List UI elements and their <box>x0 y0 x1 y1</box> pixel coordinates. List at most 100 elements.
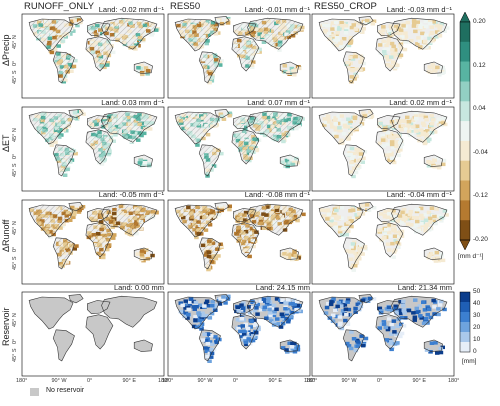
coastline-gr <box>68 202 84 212</box>
grid-cell <box>440 65 445 70</box>
grid-cell <box>247 254 252 259</box>
grid-cell <box>376 228 382 233</box>
grid-cell <box>136 70 141 74</box>
grid-cell <box>409 223 414 227</box>
grid-cell <box>339 304 344 308</box>
grid-cell <box>280 298 285 302</box>
grid-cell <box>337 126 342 130</box>
coastline-gr <box>358 16 374 26</box>
grid-cell <box>287 156 292 160</box>
grid-cell <box>394 144 399 149</box>
grid-cell <box>389 347 394 352</box>
grid-cell <box>360 30 365 34</box>
grid-cell <box>393 24 399 29</box>
grid-cell <box>101 253 106 257</box>
grid-cell <box>150 253 155 258</box>
grid-cell <box>401 208 406 212</box>
grid-cell <box>284 158 290 163</box>
grid-cell <box>243 322 248 327</box>
coastline-gr <box>358 294 374 304</box>
grid-cell <box>393 304 398 308</box>
grid-cell <box>57 135 62 139</box>
grid-cell <box>139 249 145 253</box>
longitude-label: 90° E <box>412 378 427 384</box>
grid-cell <box>423 212 428 217</box>
grid-cell <box>419 128 424 132</box>
grid-cell <box>188 297 194 301</box>
grid-cell <box>345 322 351 326</box>
grid-cell <box>339 205 345 210</box>
grid-cell <box>185 316 190 320</box>
grid-cell <box>213 32 219 36</box>
grid-cell <box>251 60 256 64</box>
grid-cell <box>369 114 375 118</box>
grid-cell <box>345 125 351 129</box>
grid-cell <box>262 299 268 303</box>
grid-cell <box>258 299 263 303</box>
grid-cell <box>286 320 291 324</box>
grid-cell <box>186 312 191 317</box>
column-title-runoff-only: RUNOFF_ONLY <box>24 1 95 12</box>
grid-cell <box>330 27 335 31</box>
grid-cell <box>219 114 225 119</box>
grid-cell <box>440 258 446 263</box>
grid-cell <box>398 119 404 123</box>
grid-cell <box>398 124 403 129</box>
grid-cell <box>420 216 425 220</box>
grid-cell <box>442 116 447 120</box>
grid-cell <box>399 46 404 51</box>
grid-cell <box>325 23 331 28</box>
grid-cell <box>339 20 344 25</box>
grid-cell <box>242 332 247 336</box>
grid-cell <box>219 151 224 156</box>
grid-cell <box>223 301 228 305</box>
grid-cell <box>356 158 362 163</box>
grid-cell <box>294 299 300 304</box>
grid-cell <box>413 223 419 228</box>
grid-cell <box>301 212 306 217</box>
grid-cell <box>389 156 395 160</box>
grid-cell <box>354 67 359 71</box>
map-panel <box>167 291 311 377</box>
grid-cell <box>437 303 443 307</box>
grid-cell <box>428 70 433 74</box>
grid-cell <box>359 122 365 126</box>
grid-cell <box>401 219 406 223</box>
grid-cell <box>367 296 373 301</box>
grid-cell <box>242 329 247 334</box>
longitude-label: 180° <box>304 378 316 384</box>
grid-cell <box>359 60 364 64</box>
grid-cell <box>64 129 69 133</box>
grid-cell <box>323 28 328 33</box>
grid-cell <box>235 305 240 309</box>
grid-cell <box>284 348 289 352</box>
grid-cell <box>362 246 367 250</box>
grid-cell <box>348 170 354 174</box>
longitude-label: 0° <box>233 378 239 384</box>
grid-cell <box>436 259 441 263</box>
grid-cell <box>255 302 260 307</box>
grid-cell <box>209 168 214 172</box>
grid-cell <box>284 312 290 316</box>
grid-cell <box>415 20 420 24</box>
grid-cell <box>393 306 398 311</box>
grid-cell <box>412 21 417 26</box>
grid-cell <box>383 209 388 214</box>
grid-cell <box>205 39 210 43</box>
grid-cell <box>178 301 183 305</box>
grid-cell <box>297 123 302 127</box>
grid-cell <box>283 300 288 305</box>
grid-cell <box>398 23 403 27</box>
grid-cell <box>423 24 429 29</box>
grid-cell <box>204 349 210 354</box>
continent-na <box>29 297 74 329</box>
coastline-na <box>28 296 74 330</box>
grid-cell <box>381 320 387 324</box>
grid-cell <box>358 54 363 58</box>
grid-cell <box>394 229 399 234</box>
grid-cell <box>394 27 399 32</box>
grid-cell <box>401 308 406 312</box>
grid-cell <box>354 74 359 79</box>
coastline-au <box>133 247 153 260</box>
